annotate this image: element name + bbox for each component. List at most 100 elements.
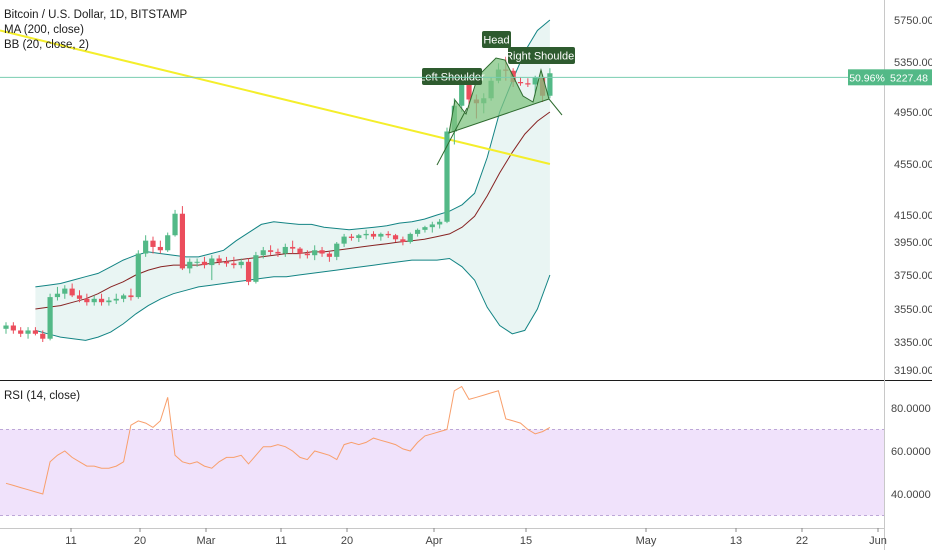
candle-body [392, 235, 399, 240]
candle-body [10, 325, 16, 331]
candle-body [231, 263, 237, 266]
left-shoulder-label-box [422, 68, 482, 85]
rsi-tick-label: 80.0000 [891, 403, 931, 415]
candle-body [201, 261, 208, 266]
candle-body [459, 84, 465, 106]
price-tick-label: 3550.00 [894, 304, 932, 316]
candle-body [532, 77, 538, 85]
price-tick-label: 4150.00 [894, 210, 932, 222]
candle-body [422, 227, 428, 230]
candle-body [84, 298, 90, 303]
pattern-entry-line [436, 107, 468, 166]
candle-body [128, 295, 134, 298]
rsi-indicator-label[interactable]: RSI (14, close) [4, 390, 81, 402]
candle-body [378, 233, 384, 237]
candle-body [304, 253, 310, 256]
rsi-legend: RSI (14, close) [4, 389, 80, 404]
candle-body [275, 251, 281, 254]
pattern-exit-line [548, 98, 563, 116]
candle-body [253, 255, 259, 282]
price-tick-label: 3350.00 [894, 337, 932, 349]
candle-body [135, 253, 141, 298]
candle-body [223, 261, 230, 264]
candle-body [98, 298, 105, 303]
candle-body [121, 295, 127, 299]
candle-body [47, 297, 53, 339]
bb-fill [35, 20, 550, 341]
candle-body [517, 82, 524, 84]
candle-body [54, 293, 61, 298]
candle-body [400, 239, 406, 242]
ma-indicator-label[interactable]: MA (200, close) [4, 24, 84, 36]
candle-body [341, 236, 347, 244]
candle-body [3, 325, 9, 329]
candle-body [525, 83, 531, 85]
candle-body [172, 213, 178, 236]
time-tick-label: 11 [65, 535, 76, 547]
candle-body [106, 300, 112, 303]
candle-body [260, 250, 266, 256]
candle-body [216, 258, 222, 262]
candle-body [143, 240, 149, 254]
candle-body [268, 250, 274, 252]
head-label: Head [483, 35, 509, 47]
time-tick-label: 22 [796, 535, 808, 547]
candle-body [348, 236, 355, 238]
bb-indicator-label[interactable]: BB (20, close, 2) [4, 39, 90, 51]
candle-body [69, 288, 75, 296]
price-tick-label: 3190.00 [894, 365, 932, 377]
candle-body [18, 330, 24, 334]
candle-body [547, 73, 553, 96]
price-tick-label: 3950.00 [894, 237, 932, 249]
time-tick-label: 15 [520, 535, 532, 547]
candle-body [76, 295, 83, 299]
candle-body [25, 330, 31, 334]
candle-body [187, 261, 193, 269]
candle-body [356, 235, 362, 238]
time-tick-label: 20 [134, 535, 146, 547]
candle-body [319, 250, 325, 254]
candle-body [290, 246, 296, 249]
candle-body [150, 240, 156, 247]
rsi-tick-label: 40.0000 [891, 489, 931, 501]
candle-body [113, 298, 119, 301]
bb-upper-line [35, 19, 551, 288]
time-tick-label: 13 [730, 535, 742, 547]
time-tick-label: 20 [341, 535, 353, 547]
candle-body [165, 235, 171, 251]
candle-body [194, 261, 200, 263]
candle-body [415, 229, 421, 234]
head-shoulders-pattern [448, 57, 550, 134]
price-tick-label: 5350.00 [894, 57, 932, 69]
time-tick-label: 11 [275, 535, 286, 547]
current-pct-tag [848, 69, 886, 86]
rsi-line [5, 385, 551, 495]
candle-body [297, 248, 303, 254]
candle-body [32, 330, 38, 334]
right-shoulder-label: Right Shoulder [505, 51, 578, 63]
current-pct-label: 50.96% [849, 72, 885, 84]
current-price-tag [886, 69, 932, 86]
main-legend: Bitcoin / U.S. Dollar, 1D, BITSTAMP MA (… [4, 8, 187, 53]
price-tick-label: 5750.00 [894, 15, 932, 27]
candle-body [363, 233, 369, 236]
current-price-label: 5227.48 [890, 72, 928, 84]
time-tick-label: Mar [197, 535, 216, 547]
candle-body [385, 233, 391, 236]
candle-body [466, 84, 472, 100]
candle-body [444, 131, 450, 222]
candle-body [245, 261, 252, 282]
candle-body [62, 288, 68, 294]
candle-body [429, 224, 435, 228]
candle-body [179, 213, 185, 269]
ma200-line [0, 29, 551, 165]
time-tick-label: May [636, 535, 657, 547]
candle-body [40, 333, 46, 339]
symbol-label: Bitcoin / U.S. Dollar, 1D, BITSTAMP [4, 9, 188, 21]
candle-body [370, 233, 377, 237]
bb-lower-line [35, 257, 551, 341]
candle-body [282, 246, 288, 254]
candle-body [407, 233, 413, 242]
time-tick-label: Jun [869, 535, 887, 547]
